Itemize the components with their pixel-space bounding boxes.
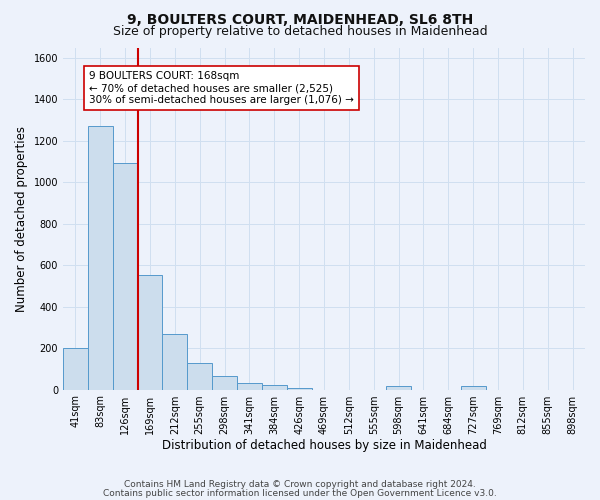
Bar bbox=[113, 162, 137, 390]
X-axis label: Distribution of detached houses by size in Maidenhead: Distribution of detached houses by size … bbox=[161, 440, 487, 452]
Bar bbox=[212, 376, 237, 390]
Text: Size of property relative to detached houses in Maidenhead: Size of property relative to detached ho… bbox=[113, 25, 487, 38]
Bar bbox=[137, 274, 163, 390]
Y-axis label: Number of detached properties: Number of detached properties bbox=[15, 126, 28, 312]
Text: 9 BOULTERS COURT: 168sqm
← 70% of detached houses are smaller (2,525)
30% of sem: 9 BOULTERS COURT: 168sqm ← 70% of detach… bbox=[89, 72, 354, 104]
Bar bbox=[386, 386, 411, 390]
Bar bbox=[461, 386, 485, 390]
Text: Contains public sector information licensed under the Open Government Licence v3: Contains public sector information licen… bbox=[103, 488, 497, 498]
Bar bbox=[88, 126, 113, 390]
Bar bbox=[187, 362, 212, 390]
Bar bbox=[262, 386, 287, 390]
Bar bbox=[287, 388, 311, 390]
Text: Contains HM Land Registry data © Crown copyright and database right 2024.: Contains HM Land Registry data © Crown c… bbox=[124, 480, 476, 489]
Text: 9, BOULTERS COURT, MAIDENHEAD, SL6 8TH: 9, BOULTERS COURT, MAIDENHEAD, SL6 8TH bbox=[127, 12, 473, 26]
Bar bbox=[63, 348, 88, 390]
Bar bbox=[163, 334, 187, 390]
Bar bbox=[237, 384, 262, 390]
